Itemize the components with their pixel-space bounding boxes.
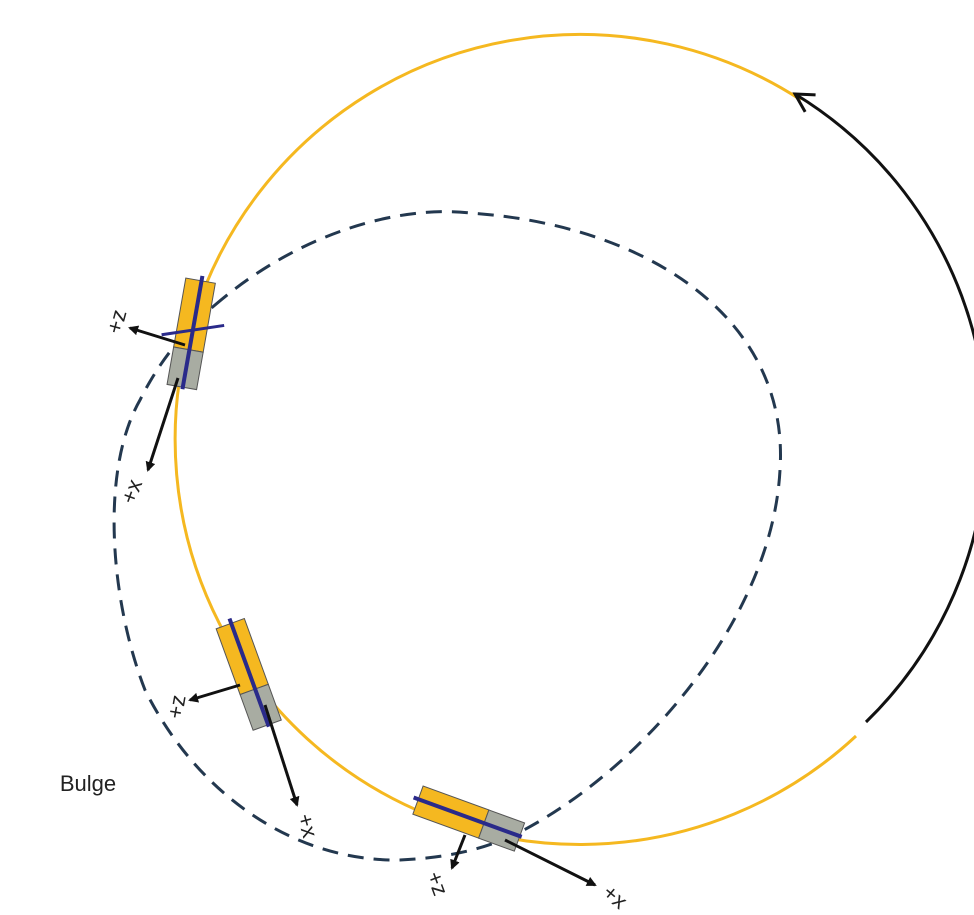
x-label: +x bbox=[292, 811, 322, 841]
axis-arrow bbox=[504, 838, 597, 887]
spacecraft bbox=[412, 785, 526, 852]
orbit-circle bbox=[173, 32, 858, 846]
z-label: +z bbox=[101, 307, 131, 337]
z-label: +z bbox=[422, 868, 454, 899]
spacecraft bbox=[215, 617, 282, 731]
x-label: +x bbox=[116, 476, 148, 507]
bulge-label: Bulge bbox=[60, 771, 116, 796]
axis-arrow bbox=[450, 834, 467, 870]
z-label: +z bbox=[162, 693, 191, 721]
bulged-orbit bbox=[112, 210, 782, 862]
axis-arrow bbox=[263, 704, 300, 807]
spacecraft bbox=[161, 275, 225, 391]
axis-arrow bbox=[128, 325, 186, 347]
axis-arrow bbox=[188, 683, 241, 703]
axis-arrow bbox=[145, 377, 180, 472]
x-label: +x bbox=[598, 879, 632, 913]
direction-arrow bbox=[792, 92, 974, 724]
